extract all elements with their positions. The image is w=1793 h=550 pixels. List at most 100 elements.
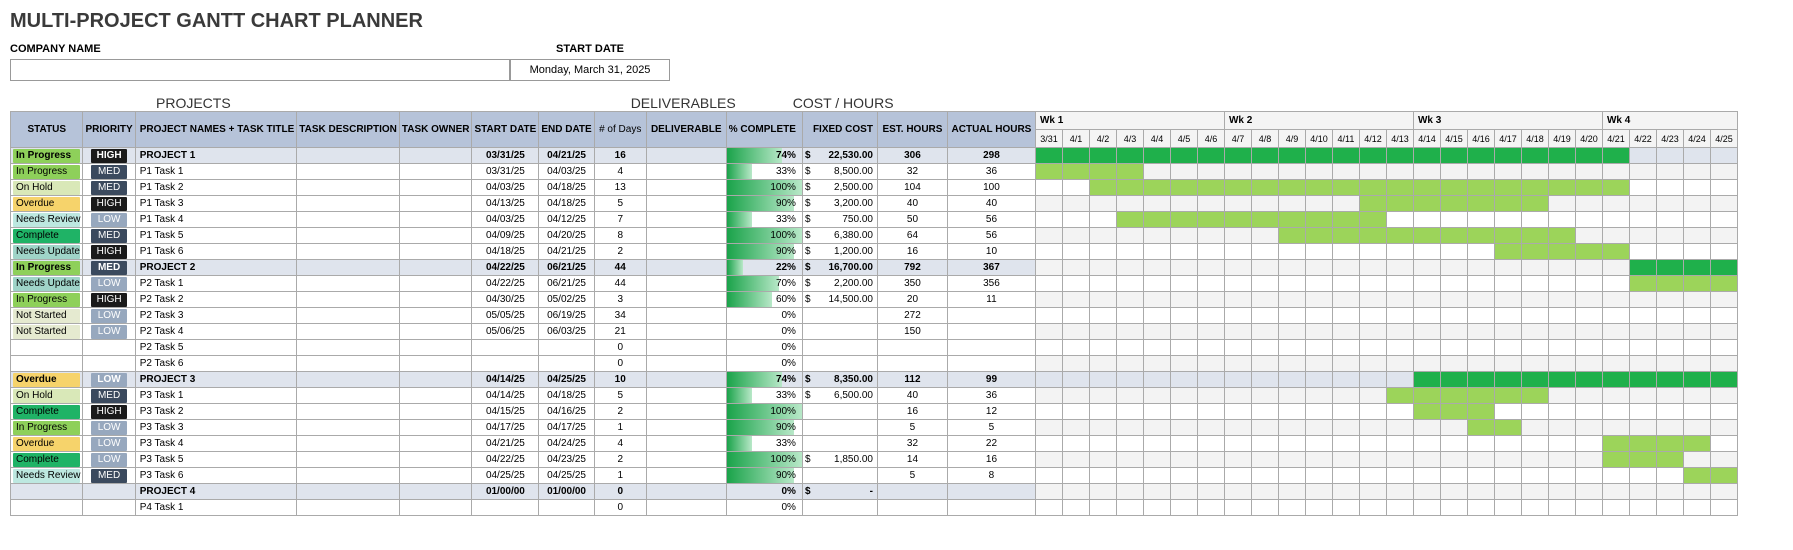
fixed-cost[interactable]: $6,380.00 [802,228,877,244]
deliverable[interactable] [646,324,726,340]
est-hours[interactable]: 50 [877,212,947,228]
fixed-cost[interactable]: $6,500.00 [802,388,877,404]
col-header[interactable]: PRIORITY [83,112,135,148]
end-date[interactable]: 04/12/25 [539,212,594,228]
task-desc[interactable] [297,196,400,212]
task-name[interactable]: P2 Task 3 [135,308,297,324]
task-desc[interactable] [297,180,400,196]
col-header[interactable]: EST. HOURS [877,112,947,148]
task-row[interactable]: Needs UpdateHIGHP1 Task 604/18/2504/21/2… [11,244,1738,260]
task-desc[interactable] [297,228,400,244]
col-header[interactable]: START DATE [472,112,539,148]
status-badge[interactable]: In Progress [13,165,80,179]
fixed-cost[interactable]: $- [802,484,877,500]
fixed-cost[interactable]: $8,500.00 [802,164,877,180]
task-owner[interactable] [399,484,472,500]
deliverable[interactable] [646,292,726,308]
priority-badge[interactable]: LOW [91,453,127,467]
start-date[interactable]: 04/14/25 [472,388,539,404]
task-name[interactable]: P3 Task 4 [135,436,297,452]
task-desc[interactable] [297,212,400,228]
actual-hours[interactable]: 36 [947,164,1035,180]
priority-badge[interactable]: HIGH [91,245,127,259]
actual-hours[interactable]: 8 [947,468,1035,484]
end-date[interactable]: 05/02/25 [539,292,594,308]
task-desc[interactable] [297,420,400,436]
task-owner[interactable] [399,452,472,468]
fixed-cost[interactable]: $22,530.00 [802,148,877,164]
task-owner[interactable] [399,276,472,292]
start-date[interactable]: 04/22/25 [472,260,539,276]
deliverable[interactable] [646,372,726,388]
deliverable[interactable] [646,356,726,372]
start-date[interactable] [472,500,539,516]
actual-hours[interactable]: 56 [947,228,1035,244]
end-date[interactable]: 04/24/25 [539,436,594,452]
task-name[interactable]: P1 Task 1 [135,164,297,180]
start-date[interactable]: 04/09/25 [472,228,539,244]
actual-hours[interactable] [947,356,1035,372]
priority-badge[interactable]: HIGH [91,197,127,211]
task-desc[interactable] [297,500,400,516]
fixed-cost[interactable] [802,404,877,420]
task-desc[interactable] [297,404,400,420]
task-row[interactable]: CompleteLOWP3 Task 504/22/2504/23/252100… [11,452,1738,468]
status-badge[interactable]: On Hold [13,389,80,403]
status-badge[interactable]: Overdue [13,373,80,387]
end-date[interactable]: 04/21/25 [539,244,594,260]
task-owner[interactable] [399,340,472,356]
task-row[interactable]: On HoldMEDP1 Task 204/03/2504/18/2513100… [11,180,1738,196]
task-owner[interactable] [399,372,472,388]
deliverable[interactable] [646,452,726,468]
deliverable[interactable] [646,340,726,356]
pct-complete[interactable]: 0% [726,356,802,372]
end-date[interactable]: 04/16/25 [539,404,594,420]
status-badge[interactable]: In Progress [13,261,80,275]
project-row[interactable]: In ProgressMEDPROJECT 204/22/2506/21/254… [11,260,1738,276]
task-row[interactable]: Not StartedLOWP2 Task 305/05/2506/19/253… [11,308,1738,324]
task-name[interactable]: P3 Task 3 [135,420,297,436]
end-date[interactable]: 04/03/25 [539,164,594,180]
est-hours[interactable]: 112 [877,372,947,388]
fixed-cost[interactable] [802,340,877,356]
pct-complete[interactable]: 74% [726,372,802,388]
pct-complete[interactable]: 100% [726,452,802,468]
start-date[interactable]: 04/13/25 [472,196,539,212]
start-date[interactable]: 04/15/25 [472,404,539,420]
task-name[interactable]: P4 Task 1 [135,500,297,516]
fixed-cost[interactable] [802,308,877,324]
task-owner[interactable] [399,244,472,260]
priority-badge[interactable]: MED [91,389,127,403]
task-name[interactable]: PROJECT 2 [135,260,297,276]
end-date[interactable]: 06/19/25 [539,308,594,324]
status-badge[interactable]: Needs Review [13,469,80,483]
status-badge[interactable]: Complete [13,229,80,243]
pct-complete[interactable]: 0% [726,500,802,516]
end-date[interactable]: 01/00/00 [539,484,594,500]
deliverable[interactable] [646,404,726,420]
priority-badge[interactable]: MED [91,165,127,179]
pct-complete[interactable]: 60% [726,292,802,308]
start-date[interactable]: 03/31/25 [472,148,539,164]
pct-complete[interactable]: 33% [726,164,802,180]
task-owner[interactable] [399,148,472,164]
actual-hours[interactable] [947,324,1035,340]
start-date[interactable]: 04/03/25 [472,212,539,228]
task-name[interactable]: P1 Task 3 [135,196,297,212]
task-name[interactable]: P3 Task 5 [135,452,297,468]
fixed-cost[interactable] [802,324,877,340]
deliverable[interactable] [646,420,726,436]
actual-hours[interactable]: 356 [947,276,1035,292]
actual-hours[interactable]: 22 [947,436,1035,452]
task-name[interactable]: P3 Task 1 [135,388,297,404]
status-badge[interactable]: Needs Review [13,213,80,227]
pct-complete[interactable]: 0% [726,308,802,324]
status-badge[interactable]: Complete [13,405,80,419]
pct-complete[interactable]: 70% [726,276,802,292]
start-date[interactable]: 04/18/25 [472,244,539,260]
task-desc[interactable] [297,356,400,372]
col-header[interactable]: ACTUAL HOURS [947,112,1035,148]
task-name[interactable]: PROJECT 1 [135,148,297,164]
start-date[interactable]: 04/30/25 [472,292,539,308]
col-header[interactable]: END DATE [539,112,594,148]
